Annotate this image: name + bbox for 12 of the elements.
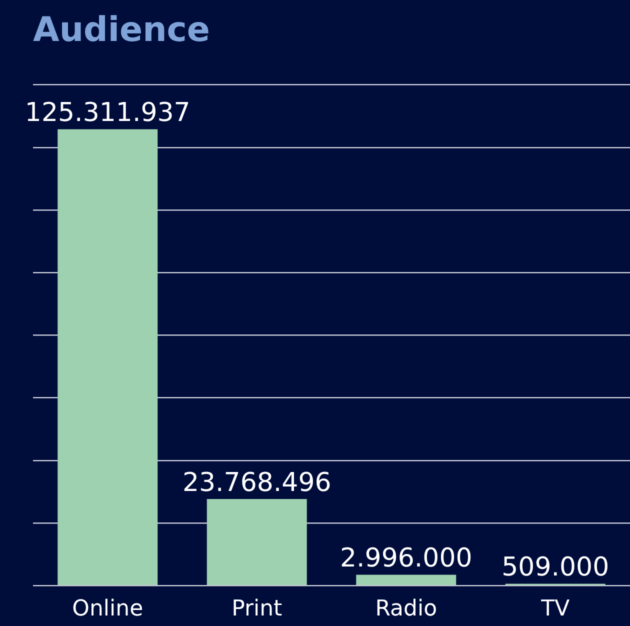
- x-tick-label: Radio: [375, 596, 438, 622]
- x-tick-label: Print: [232, 596, 283, 622]
- bar: [356, 574, 456, 585]
- data-label: 125.311.937: [24, 98, 190, 128]
- data-label: 509.000: [502, 552, 610, 582]
- data-label: 2.996.000: [340, 543, 472, 574]
- data-label: 23.768.496: [182, 468, 332, 498]
- x-tick-label: TV: [540, 596, 570, 622]
- bar: [206, 499, 307, 585]
- chart-title: Audience: [33, 10, 210, 50]
- bar: [58, 129, 158, 585]
- x-tick-label: Online: [72, 596, 144, 622]
